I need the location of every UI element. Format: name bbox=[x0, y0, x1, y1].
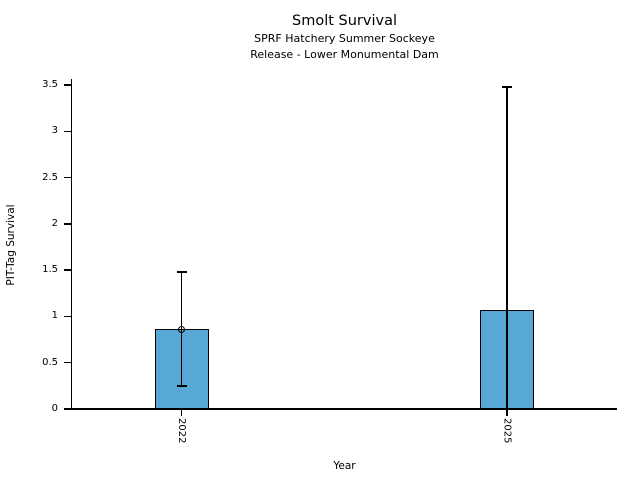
y-tick-label: 1.5 bbox=[42, 264, 58, 276]
y-tick-mark bbox=[63, 223, 71, 225]
x-tick-label: 2022 bbox=[176, 418, 188, 444]
y-tick-label: 0 bbox=[51, 403, 58, 414]
y-tick-label: 0.5 bbox=[42, 356, 58, 368]
error-bar-cap-top bbox=[501, 86, 512, 88]
y-tick-mark bbox=[63, 315, 71, 318]
point-marker bbox=[177, 325, 186, 334]
error-bar-cap-bottom bbox=[176, 385, 187, 387]
error-bar-line bbox=[506, 86, 508, 409]
y-tick-label: 2 bbox=[51, 217, 58, 229]
y-tick-mark bbox=[63, 176, 71, 179]
chart-header: Smolt Survival SPRF Hatchery Summer Sock… bbox=[72, 12, 617, 62]
x-tick-mark bbox=[506, 410, 508, 416]
error-bar-cap-top bbox=[176, 271, 187, 273]
chart-title: Smolt Survival bbox=[292, 13, 397, 29]
y-tick-mark bbox=[63, 84, 71, 86]
y-tick-label: 3 bbox=[51, 125, 58, 137]
x-axis-spine bbox=[70, 408, 617, 410]
y-tick-mark bbox=[63, 361, 71, 364]
x-tick-mark bbox=[180, 410, 183, 416]
y-tick-mark bbox=[63, 408, 71, 410]
x-axis-label: Year bbox=[333, 460, 356, 472]
y-tick-mark bbox=[63, 130, 71, 133]
y-tick-mark bbox=[63, 269, 71, 271]
y-tick-label: 2.5 bbox=[42, 171, 58, 183]
chart-subtitle-line1: SPRF Hatchery Summer Sockeye bbox=[254, 32, 435, 45]
x-tick-label: 2025 bbox=[501, 418, 513, 444]
y-tick-label: 3.5 bbox=[42, 79, 58, 90]
chart-subtitle-line2: Release - Lower Monumental Dam bbox=[250, 47, 439, 61]
y-tick-label: 1 bbox=[51, 310, 58, 322]
y-axis-spine bbox=[70, 79, 72, 410]
